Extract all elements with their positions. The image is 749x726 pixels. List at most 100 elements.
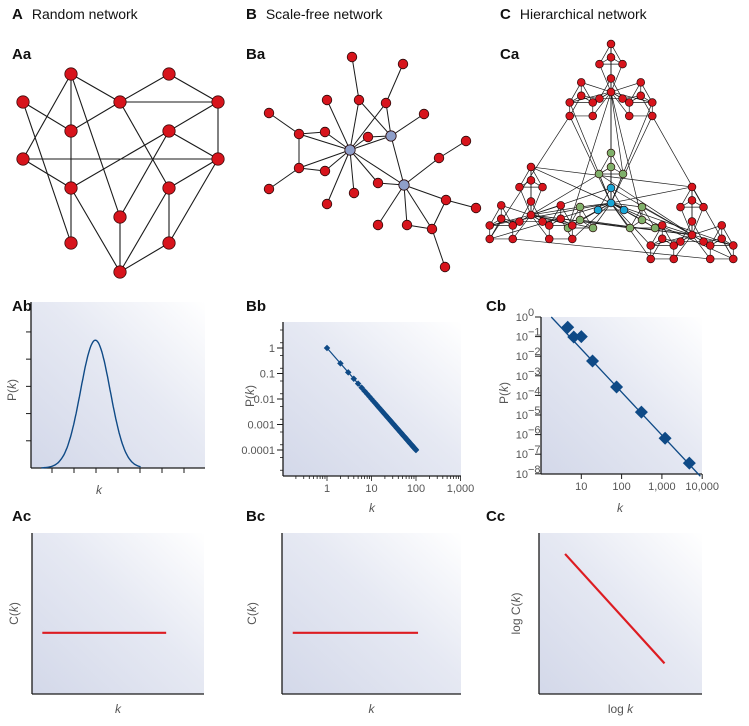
network-node [646, 241, 655, 250]
network-node [687, 182, 697, 192]
network-node [460, 135, 472, 147]
network-node [619, 205, 629, 215]
network-node [440, 194, 452, 206]
network-edge [326, 99, 351, 151]
network-node [526, 210, 536, 220]
network-node [576, 91, 586, 101]
network-edge [168, 158, 219, 189]
network-node [624, 111, 634, 121]
network-node [263, 183, 275, 195]
network-node [353, 94, 365, 106]
network-node [618, 59, 627, 69]
network-edge [351, 56, 360, 101]
network-edge [70, 73, 121, 218]
network-edge [610, 186, 693, 204]
Ab-background [31, 302, 205, 468]
network-node [676, 237, 685, 246]
network-edge [349, 135, 392, 151]
network-node [729, 254, 738, 264]
network-node [113, 95, 127, 109]
column-letter: B [246, 6, 257, 23]
Bb-x-tick-label: 1,000 [447, 483, 475, 495]
network-edge [579, 219, 693, 236]
network-edge [530, 214, 550, 240]
network-edge [390, 135, 405, 186]
hub-node [385, 130, 397, 142]
network-node [64, 181, 78, 195]
network-node [508, 234, 518, 244]
network-edge [168, 158, 219, 244]
Bb-y-tick-label: 0.0001 [241, 445, 275, 457]
network-edge [569, 102, 612, 204]
network-edge [512, 238, 711, 260]
Cb-x-tick-label: 10,000 [685, 481, 719, 493]
network-node [346, 51, 358, 63]
column-title-text: Hierarchical network [519, 6, 647, 22]
network-node [16, 152, 30, 166]
Cb-y-tick-exponent: −3 [528, 366, 541, 378]
network-edge [326, 149, 351, 205]
network-edge [610, 115, 653, 204]
hierarchical-network-graph [485, 39, 738, 264]
network-edge [581, 82, 612, 93]
network-edge [119, 130, 170, 218]
Cb-y-tick-label: 10 [516, 469, 528, 481]
network-node [64, 67, 78, 81]
Ac-x-axis-label: k [115, 702, 122, 716]
Cb-data-point [586, 354, 600, 368]
Ac-y-axis-label: C(k) [7, 602, 21, 625]
network-edge [489, 202, 612, 226]
network-edge [530, 206, 581, 216]
network-edge [403, 184, 447, 201]
network-node [470, 202, 482, 214]
network-edge [530, 166, 612, 204]
network-edge [119, 73, 170, 103]
network-edge [119, 242, 170, 273]
network-edge [119, 187, 170, 273]
column-title-text: Random network [31, 6, 138, 22]
network-node [211, 95, 225, 109]
panel-label-Cc: Cc [486, 508, 506, 525]
network-edge [610, 63, 623, 93]
network-edge [438, 140, 467, 159]
column-title-hierarchical: C Hierarchical network [500, 6, 647, 23]
Bb-y-tick-label: 1 [269, 343, 275, 355]
network-edge [298, 133, 351, 151]
panel-label-Ba: Ba [246, 46, 266, 63]
network-edge [592, 91, 612, 117]
network-node [380, 97, 392, 109]
network-node [162, 124, 176, 138]
network-node [699, 202, 708, 212]
column-title-text: Scale-free network [265, 6, 383, 22]
Cc-y-axis-label: log C(k) [509, 592, 523, 634]
network-node [618, 94, 627, 103]
network-node [648, 111, 657, 121]
network-node [637, 215, 647, 225]
network-node [606, 183, 616, 193]
Cb-y-tick-exponent: 0 [528, 307, 534, 319]
network-node [636, 78, 646, 87]
network-node [618, 169, 628, 179]
Bb-y-tick-label: 0.01 [254, 394, 275, 406]
network-node [699, 237, 708, 246]
Bc-x-axis-label: k [369, 702, 376, 716]
network-edge [610, 91, 643, 221]
network-node [515, 182, 524, 192]
network-node [162, 67, 176, 81]
Cb-y-axis-label: P(k) [497, 382, 511, 404]
network-node [669, 241, 679, 250]
network-edge [691, 206, 704, 236]
network-node [538, 217, 547, 226]
network-edge [599, 63, 612, 93]
network-node [650, 223, 660, 233]
network-edge [501, 205, 532, 216]
network-node [439, 261, 451, 273]
network-node [595, 94, 604, 103]
network-node [606, 74, 616, 83]
Bb-x-tick-label: 10 [365, 483, 377, 495]
network-node [372, 177, 384, 189]
network-node [687, 230, 697, 240]
network-edge [431, 199, 447, 230]
